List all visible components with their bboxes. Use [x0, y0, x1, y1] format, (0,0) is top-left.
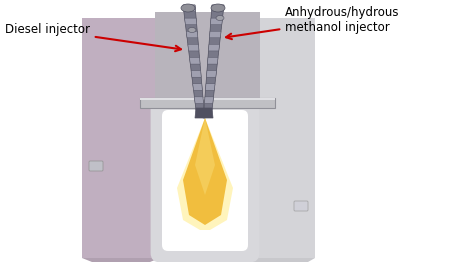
Polygon shape	[210, 31, 221, 38]
FancyBboxPatch shape	[294, 201, 308, 211]
Polygon shape	[210, 18, 222, 25]
Ellipse shape	[211, 4, 225, 12]
Polygon shape	[183, 118, 227, 225]
Ellipse shape	[216, 15, 224, 20]
Polygon shape	[186, 31, 198, 38]
Polygon shape	[208, 57, 218, 64]
FancyBboxPatch shape	[152, 100, 258, 261]
Polygon shape	[195, 108, 205, 118]
Polygon shape	[195, 118, 215, 195]
Polygon shape	[203, 108, 213, 118]
Polygon shape	[194, 97, 203, 103]
Polygon shape	[235, 258, 315, 262]
FancyBboxPatch shape	[235, 18, 315, 258]
Polygon shape	[211, 5, 224, 12]
FancyBboxPatch shape	[162, 110, 248, 251]
Polygon shape	[204, 97, 213, 103]
Ellipse shape	[181, 4, 195, 12]
Polygon shape	[204, 5, 224, 110]
FancyBboxPatch shape	[140, 98, 275, 100]
Polygon shape	[193, 84, 202, 90]
Polygon shape	[183, 5, 204, 110]
Polygon shape	[190, 57, 200, 64]
Polygon shape	[207, 71, 217, 77]
Text: Diesel injector: Diesel injector	[5, 24, 181, 51]
Polygon shape	[183, 5, 196, 12]
Polygon shape	[209, 44, 219, 51]
FancyBboxPatch shape	[89, 161, 103, 171]
Text: Anhydrous/hydrous
methanol injector: Anhydrous/hydrous methanol injector	[226, 6, 400, 39]
FancyBboxPatch shape	[155, 12, 260, 100]
Polygon shape	[82, 258, 160, 262]
FancyBboxPatch shape	[82, 18, 160, 258]
Ellipse shape	[188, 28, 196, 32]
Polygon shape	[185, 18, 197, 25]
Polygon shape	[206, 84, 215, 90]
Polygon shape	[191, 71, 201, 77]
FancyBboxPatch shape	[140, 98, 275, 108]
Polygon shape	[177, 118, 233, 230]
Polygon shape	[188, 44, 199, 51]
